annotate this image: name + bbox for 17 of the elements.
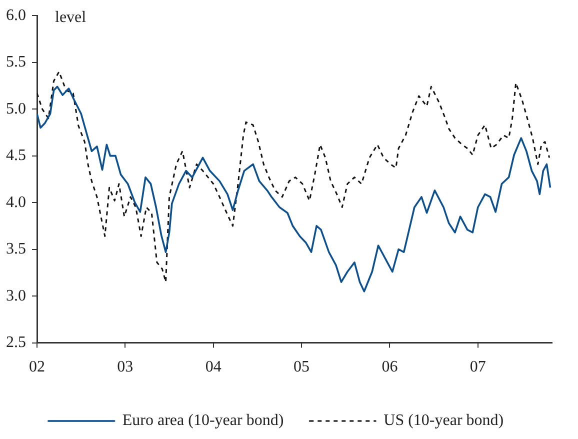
legend-label: Euro area (10-year bond) [122, 412, 284, 430]
y-tick-label: 5.0 [6, 100, 26, 118]
y-tick-label: 3.5 [6, 240, 26, 258]
y-tick-label: 4.0 [6, 194, 26, 211]
x-tick-label: 02 [29, 358, 45, 376]
legend-label: US (10-year bond) [384, 412, 504, 430]
x-tick-label: 04 [205, 358, 222, 376]
x-tick-label: 03 [117, 358, 134, 376]
y-tick-label: 4.5 [6, 147, 26, 164]
y-tick-label: 5.5 [6, 54, 26, 71]
x-tick-label: 05 [294, 358, 310, 376]
y-tick-label: 2.5 [6, 334, 26, 352]
x-tick-label: 07 [470, 358, 486, 376]
x-tick-label: 06 [382, 358, 398, 376]
y-axis-title: level [55, 8, 87, 26]
y-tick-label: 6.0 [6, 6, 26, 24]
y-tick-label: 3.0 [6, 287, 26, 304]
